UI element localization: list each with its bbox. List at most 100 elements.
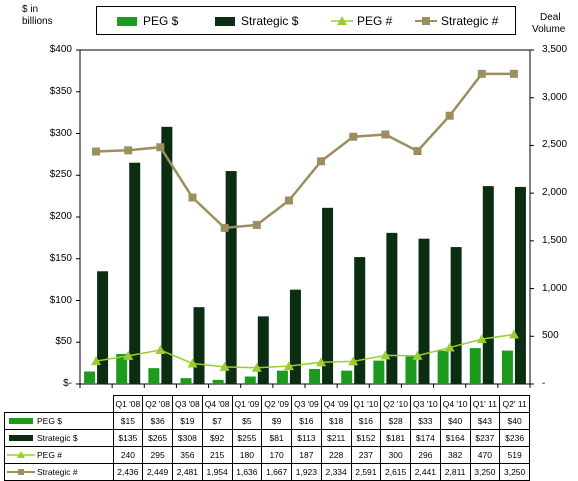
category-label: Q3 '10 <box>410 395 441 413</box>
right-axis-title-line2: Volume <box>532 24 566 35</box>
right-axis-tick-label: 3,000 <box>542 91 568 103</box>
data-label: $237 <box>469 429 501 447</box>
data-label: 519 <box>499 446 530 464</box>
left-axis-tick-label: $300 <box>49 127 72 139</box>
bar-peg-dollars <box>84 371 96 384</box>
right-axis-tick-label: 1,000 <box>542 282 568 294</box>
table-row-header: PEG $ <box>4 412 114 430</box>
bar-peg-dollars <box>405 356 417 384</box>
left-axis-tick-label: $150 <box>49 252 72 264</box>
point-peg-count <box>283 361 294 371</box>
table-header-row: Q1 '08 Q2 '08 Q3 '08 Q4 '08 Q1 '09 Q2 '09 Q3 '… <box>5 395 530 413</box>
point-peg-count <box>123 350 134 360</box>
data-label: 215 <box>201 446 233 464</box>
data-label: 228 <box>320 446 352 464</box>
legend-label: PEG $ <box>143 14 179 28</box>
left-axis-title-line2: billions <box>22 16 53 27</box>
data-label: $113 <box>291 429 322 447</box>
left-axis-title-line1: $ in <box>22 4 39 15</box>
data-label: 237 <box>350 446 382 464</box>
bar-peg-dollars <box>437 350 449 384</box>
data-label: $7 <box>201 412 233 430</box>
category-label: Q3 '08 <box>172 395 203 413</box>
data-label: $308 <box>172 429 203 447</box>
bar-strategic-dollars <box>482 186 494 384</box>
data-label: 2,615 <box>380 463 411 481</box>
table-row-header: PEG # <box>4 446 114 464</box>
right-axis-title-line1: Deal <box>540 12 561 23</box>
chart-legend: PEG $ Strategic $ PEG # Strategic # <box>96 6 516 35</box>
bar-strategic-dollars <box>386 232 398 384</box>
category-label: Q1 '08 <box>112 395 144 413</box>
point-peg-count <box>380 350 391 360</box>
point-strategic-count <box>317 157 326 166</box>
data-label: 1,954 <box>201 463 233 481</box>
data-label: 470 <box>469 446 501 464</box>
data-label: $15 <box>112 412 144 430</box>
left-axis-tick-label: $400 <box>49 44 72 55</box>
data-label: 240 <box>112 446 144 464</box>
category-label: Q2 '08 <box>142 395 173 413</box>
category-label: Q2 '09 <box>261 395 292 413</box>
bar-peg-dollars <box>116 353 128 384</box>
bar-peg-dollars <box>244 376 256 384</box>
data-label: 180 <box>231 446 263 464</box>
point-peg-count <box>187 358 198 368</box>
data-label: 187 <box>291 446 322 464</box>
data-label: 300 <box>380 446 411 464</box>
point-strategic-count <box>156 143 165 152</box>
point-peg-count <box>155 345 166 355</box>
table-corner <box>5 396 114 413</box>
category-label: Q4 '08 <box>201 395 233 413</box>
point-peg-count <box>348 356 359 366</box>
left-axis-tick-label: $- <box>63 378 72 389</box>
data-label: $43 <box>469 412 501 430</box>
point-peg-count <box>91 356 102 366</box>
point-strategic-count <box>349 132 358 141</box>
bar-strategic-dollars <box>97 271 109 384</box>
data-label: $40 <box>499 412 530 430</box>
point-strategic-count <box>413 147 422 156</box>
bar-peg-dollars <box>180 378 192 384</box>
data-label: $33 <box>410 412 441 430</box>
data-label: 2,334 <box>320 463 352 481</box>
bar-strategic-dollars <box>289 289 301 384</box>
category-label: Q1 '09 <box>231 395 263 413</box>
data-label: $92 <box>201 429 233 447</box>
table-row-header: Strategic $ <box>4 429 114 447</box>
data-label: $5 <box>231 412 263 430</box>
data-label: $28 <box>380 412 411 430</box>
data-label: $19 <box>172 412 203 430</box>
right-axis-tick-label: 500 <box>542 330 559 342</box>
point-strategic-count <box>445 111 454 120</box>
data-label: 2,481 <box>172 463 203 481</box>
data-label: 1,636 <box>231 463 263 481</box>
data-label: $236 <box>499 429 530 447</box>
point-peg-count <box>316 357 327 367</box>
data-label: $135 <box>112 429 144 447</box>
combo-chart <box>76 49 534 388</box>
data-label: $36 <box>142 412 173 430</box>
category-label: Q4 '09 <box>320 395 352 413</box>
line-peg-count <box>95 333 515 369</box>
legend-label: PEG # <box>357 14 393 28</box>
table-row: PEG #240 295 356 215 180 170 187 228 237 300 296 38… <box>4 446 530 464</box>
data-label: 295 <box>142 446 173 464</box>
legend-label: Strategic $ <box>241 14 299 28</box>
right-axis-tick-label: 3,500 <box>542 44 568 55</box>
data-label: 3,250 <box>499 463 530 481</box>
point-peg-count <box>251 362 262 372</box>
left-axis-tick-label: $350 <box>49 85 72 97</box>
data-label: 2,591 <box>350 463 382 481</box>
data-label: 2,811 <box>439 463 471 481</box>
bar-peg-dollars <box>373 360 385 384</box>
point-strategic-count <box>188 193 197 202</box>
data-label: 2,449 <box>142 463 173 481</box>
data-label: $181 <box>380 429 411 447</box>
bar-peg-dollars <box>469 348 481 384</box>
point-strategic-count <box>477 69 486 78</box>
right-axis-tick-label: - <box>542 378 546 389</box>
data-label: 382 <box>439 446 471 464</box>
table-row: PEG $ $15 $36 $19 $7 $5 $9 $16 $18 $16 $28 $33 $40 $4… <box>4 412 530 430</box>
bar-strategic-dollars <box>354 257 366 384</box>
